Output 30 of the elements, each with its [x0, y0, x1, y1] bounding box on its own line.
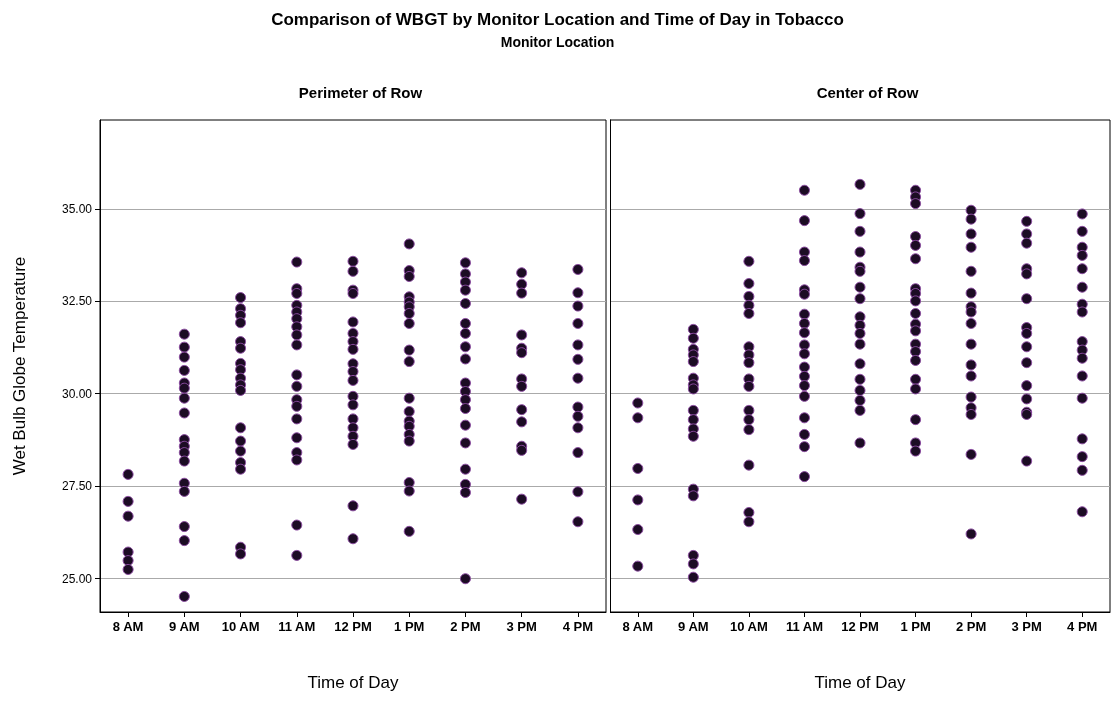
- x-tick-label: 1 PM: [394, 619, 425, 634]
- x-tick-label: 12 PM: [334, 619, 372, 634]
- x-tick-label: 4 PM: [1067, 619, 1098, 634]
- x-tick-label: 3 PM: [506, 619, 537, 634]
- y-tick-label: 25.00: [61, 571, 93, 586]
- y-tick-label: 27.50: [61, 479, 93, 494]
- x-tick-label: 3 PM: [1011, 619, 1042, 634]
- x-tick-label: 8 AM: [112, 619, 144, 634]
- x-tick-label: 12 PM: [841, 619, 879, 634]
- x-tick-label: 10 AM: [729, 619, 768, 634]
- x-tick-label: 1 PM: [900, 619, 931, 634]
- x-tick-label: 10 AM: [221, 619, 260, 634]
- x-tick-label: 8 AM: [622, 619, 654, 634]
- y-tick-label: 30.00: [61, 386, 93, 401]
- x-tick-label: 2 PM: [450, 619, 481, 634]
- x-tick-label: 11 AM: [278, 619, 316, 634]
- x-tick-label: 9 AM: [678, 619, 709, 634]
- text: Comparison of WBGT by Monitor Location and Time of Day in Tobacco: [270, 10, 845, 30]
- chart-title: Perimeter of Row: [298, 84, 423, 101]
- x-axis-title: Time of Day: [307, 673, 399, 692]
- chart-title: Center of Row: [816, 84, 919, 101]
- text: Monitor Location: [499, 34, 616, 50]
- x-tick-label: 9 AM: [169, 619, 200, 634]
- y-tick-label: 32.50: [61, 294, 93, 309]
- x-tick-label: 4 PM: [562, 619, 594, 634]
- x-axis-title: Time of Day: [814, 673, 906, 692]
- x-tick-label: 2 PM: [955, 619, 987, 634]
- y-axis-title: Wet Bulb Globe Temperature: [10, 256, 29, 476]
- x-tick-label: 11 AM: [785, 619, 823, 634]
- y-tick-label: 35.00: [61, 201, 93, 216]
